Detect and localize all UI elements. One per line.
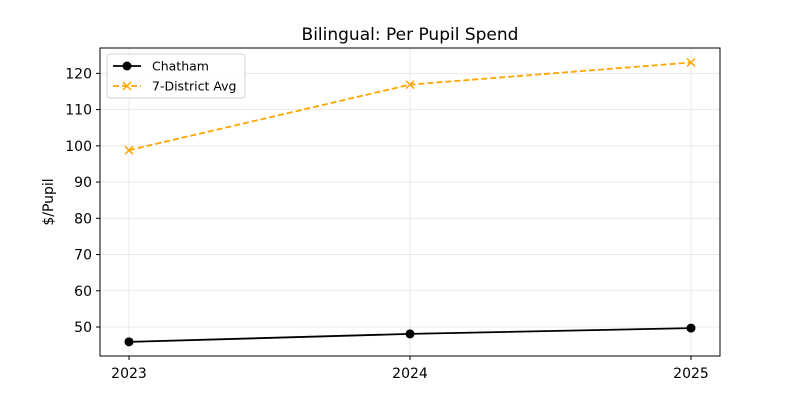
data-point-x [124,145,134,155]
data-point-x [686,57,696,68]
data-point-circle [124,337,134,347]
y-tick-label: 110 [65,103,92,119]
x-tick-label: 2025 [673,366,709,382]
chart-title: Bilingual: Per Pupil Spend [302,25,519,45]
series-chatham [124,323,696,347]
data-point-circle [686,323,696,333]
legend-item: 7-District Avg [113,79,237,94]
y-tick-label: 60 [74,284,92,300]
data-point-circle [122,61,132,71]
y-tick-label: 120 [65,66,92,82]
data-point-x [405,80,415,90]
data-point-x [122,81,132,91]
legend-box [106,53,246,99]
legend-label: 7-District Avg [152,79,237,94]
series-group [124,57,696,347]
data-point-circle [405,329,415,339]
x-axis-ticks: 2023 2024 2025 [111,356,709,382]
y-tick-label: 70 [74,248,92,264]
series-7-district-avg [124,57,696,155]
legend-item: Chatham [113,59,209,74]
y-tick-label: 90 [74,175,92,191]
x-tick-label: 2024 [392,366,428,382]
x-tick-label: 2023 [111,366,147,382]
legend: Chatham 7-District Avg [106,53,246,99]
y-axis-label: $/Pupil [41,178,57,225]
y-tick-label: 100 [65,139,92,155]
y-tick-label: 50 [74,320,92,336]
legend-label: Chatham [152,59,209,74]
y-axis-ticks: 50 60 70 80 90 100 110 120 [65,66,100,336]
y-tick-label: 80 [74,211,92,227]
